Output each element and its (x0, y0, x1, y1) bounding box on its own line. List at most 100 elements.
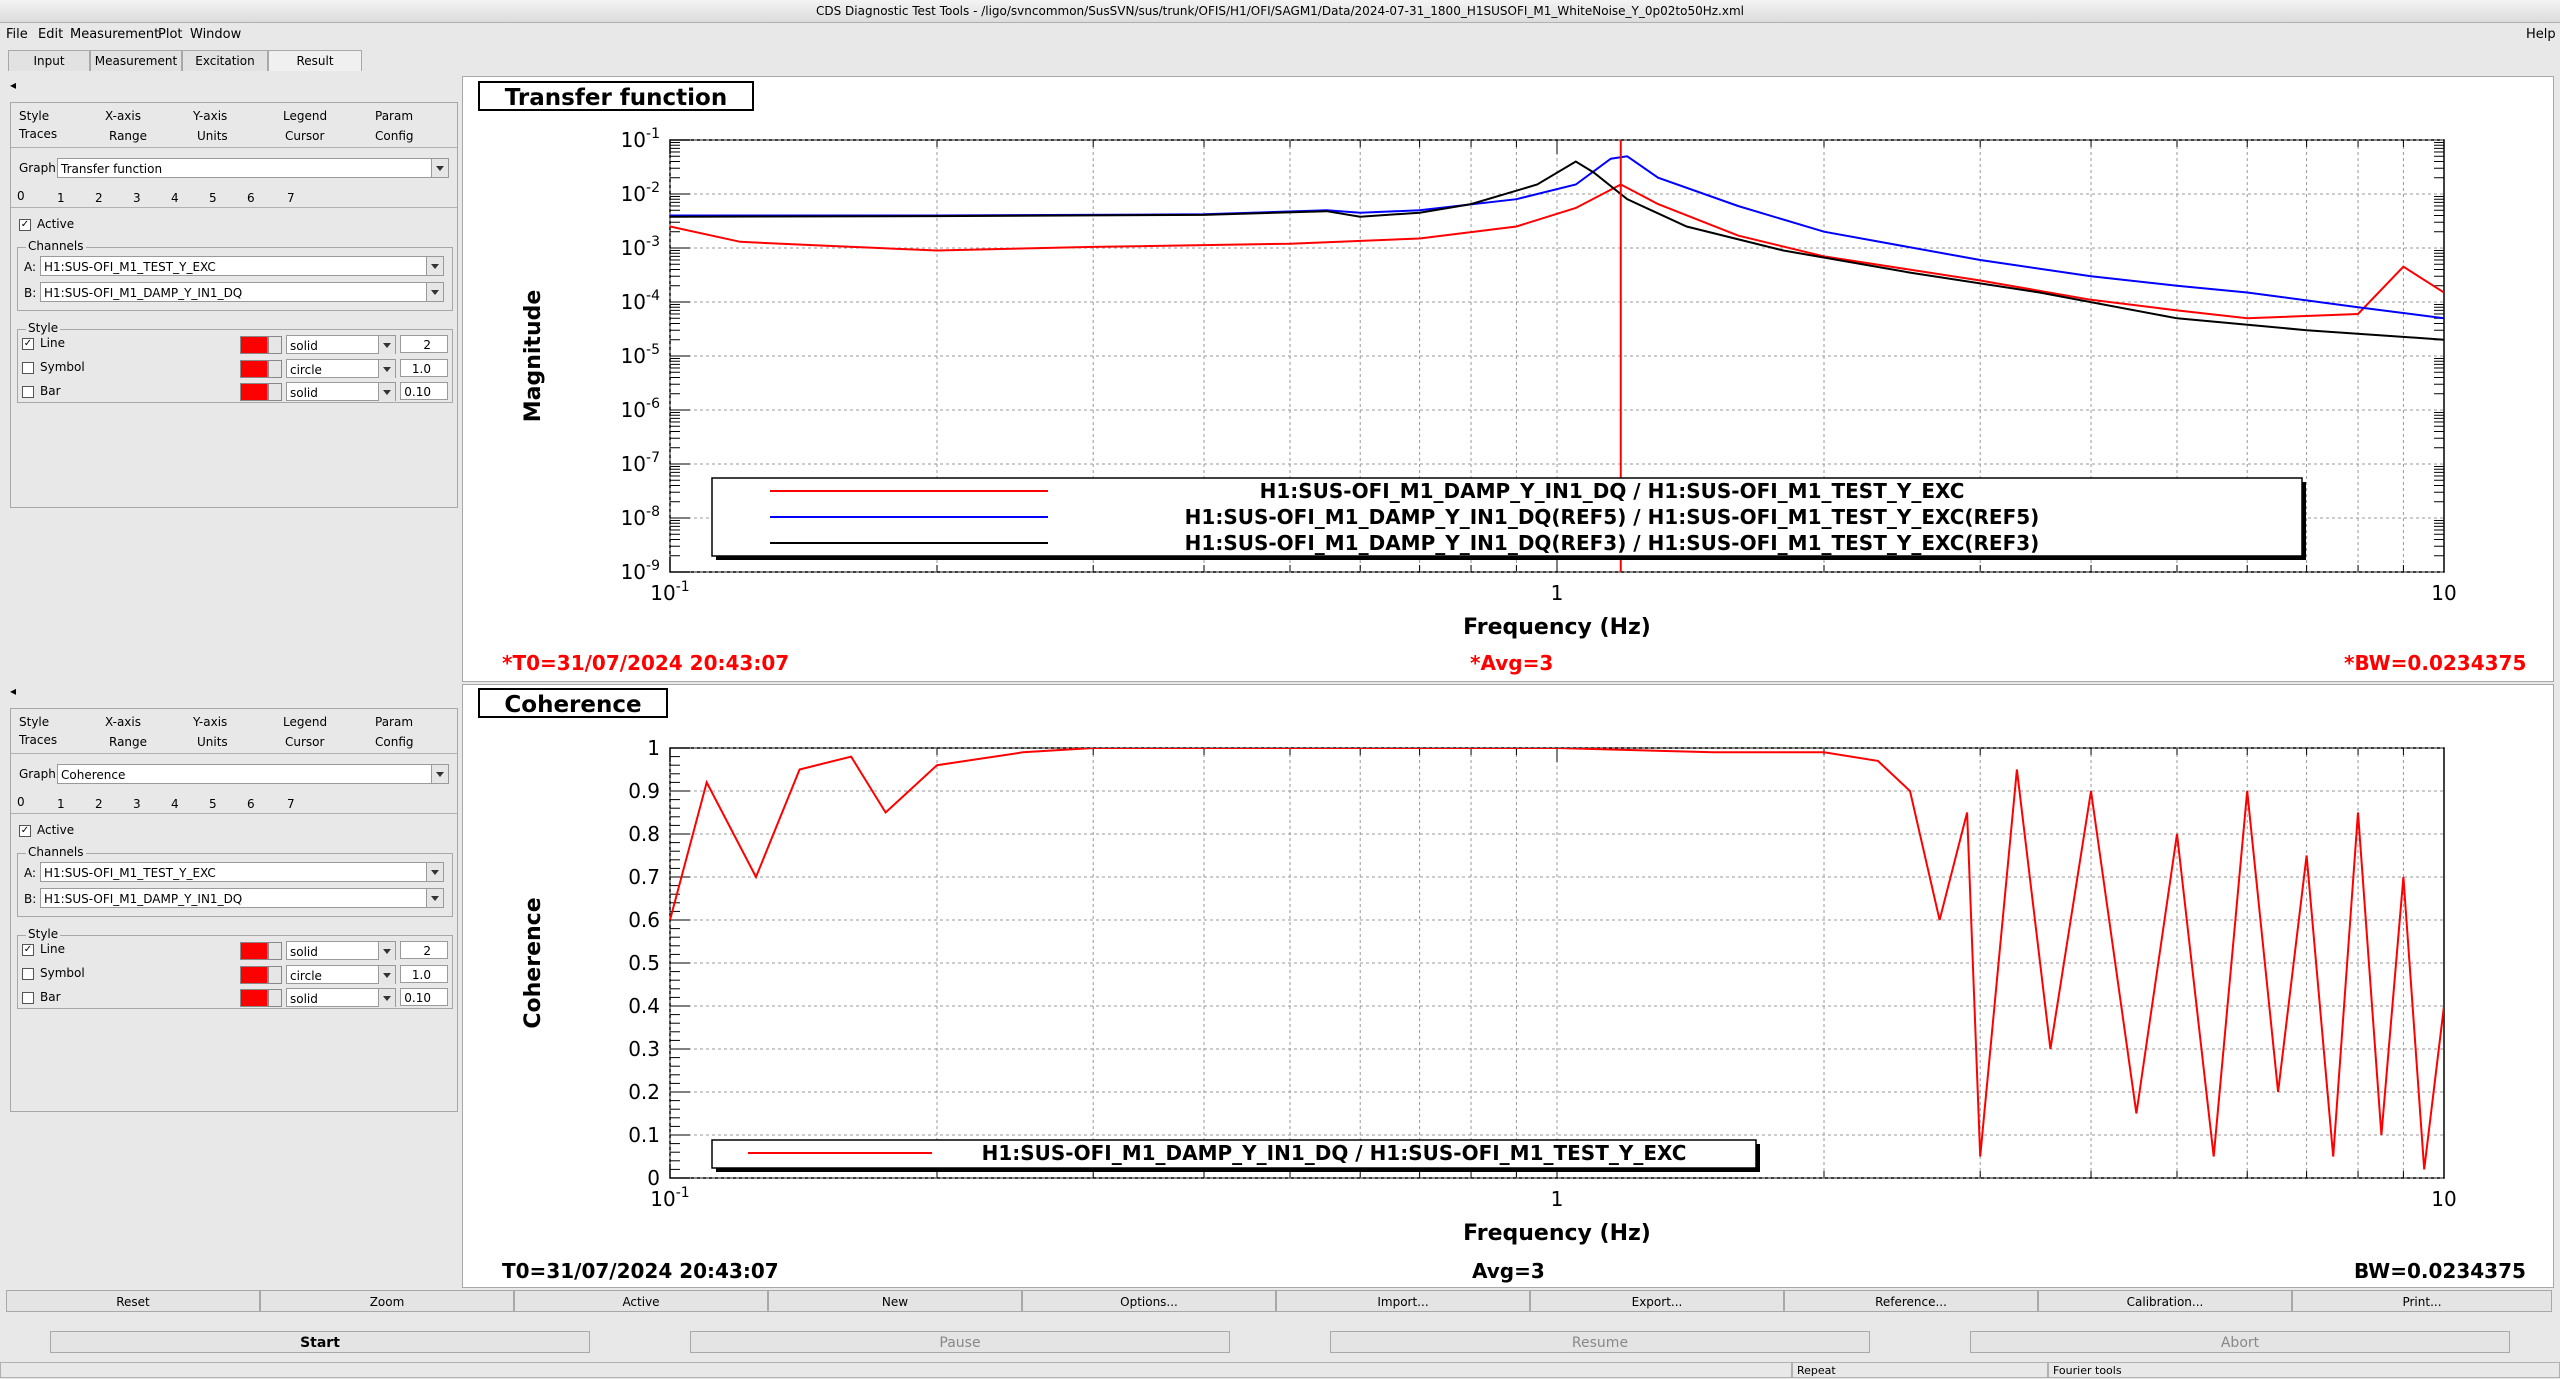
resume-button[interactable]: Resume (1330, 1331, 1870, 1353)
chevron-down-icon[interactable] (268, 989, 282, 1007)
opt-tab-param[interactable]: Param (375, 715, 414, 729)
chevron-down-icon[interactable] (268, 942, 282, 960)
opt-tab-units[interactable]: Units (197, 129, 228, 143)
menu-plot[interactable]: Plot (158, 27, 183, 42)
line-style-select[interactable]: solid (286, 335, 396, 354)
tab-input[interactable]: Input (8, 50, 90, 71)
trace-tab-7[interactable]: 7 (287, 797, 295, 811)
options-button[interactable]: Options... (1022, 1290, 1276, 1312)
opt-tab-traces[interactable]: Traces (19, 127, 58, 141)
menu-help[interactable]: Help (2526, 27, 2556, 42)
opt-tab-x-axis[interactable]: X-axis (105, 109, 141, 123)
chevron-down-icon[interactable] (268, 336, 282, 354)
graph-select[interactable]: Coherence (57, 764, 449, 784)
opt-tab-legend[interactable]: Legend (283, 109, 328, 123)
trace-tab-7[interactable]: 7 (287, 191, 295, 205)
chevron-down-icon[interactable] (268, 966, 282, 984)
trace-tab-2[interactable]: 2 (95, 797, 103, 811)
chevron-down-icon[interactable] (268, 383, 282, 401)
tab-excitation[interactable]: Excitation (182, 50, 268, 71)
active-checkbox[interactable]: ✓ (19, 219, 31, 231)
bar-color-swatch[interactable] (240, 989, 268, 1007)
line-color-swatch[interactable] (240, 336, 268, 354)
trace-tab-4[interactable]: 4 (171, 191, 179, 205)
opt-tab-legend[interactable]: Legend (283, 715, 328, 729)
chevron-down-icon[interactable] (268, 360, 282, 378)
bar-checkbox[interactable] (22, 386, 34, 398)
line-color-swatch[interactable] (240, 942, 268, 960)
bar-style-select[interactable]: solid (286, 988, 396, 1007)
symbol-style-select[interactable]: circle (286, 965, 396, 984)
trace-tab-6[interactable]: 6 (247, 797, 255, 811)
tab-result[interactable]: Result (268, 50, 362, 71)
opt-tab-range[interactable]: Range (109, 735, 148, 749)
calibration-button[interactable]: Calibration... (2038, 1290, 2292, 1312)
import-button[interactable]: Import... (1276, 1290, 1530, 1312)
symbol-checkbox[interactable] (22, 362, 34, 374)
symbol-size-spinner[interactable]: 1.0 (400, 965, 448, 983)
line-width-spinner[interactable]: 2 (400, 335, 448, 353)
opt-tab-config[interactable]: Config (375, 129, 414, 143)
start-button[interactable]: Start (50, 1331, 590, 1353)
channel-a-select[interactable]: H1:SUS-OFI_M1_TEST_Y_EXC (40, 256, 444, 276)
export-button[interactable]: Export... (1530, 1290, 1784, 1312)
opt-tab-style[interactable]: Style (19, 109, 50, 123)
symbol-style-select[interactable]: circle (286, 359, 396, 378)
bar-color-swatch[interactable] (240, 383, 268, 401)
opt-tab-cursor[interactable]: Cursor (285, 129, 325, 143)
pause-button[interactable]: Pause (690, 1331, 1230, 1353)
menu-measurement[interactable]: Measurement (70, 27, 160, 42)
active-checkbox[interactable]: ✓ (19, 825, 31, 837)
opt-tab-config[interactable]: Config (375, 735, 414, 749)
trace-tab-2[interactable]: 2 (95, 191, 103, 205)
opt-tab-range[interactable]: Range (109, 129, 148, 143)
menu-edit[interactable]: Edit (38, 27, 64, 42)
collapse-arrow-icon[interactable]: ◂ (10, 78, 17, 92)
trace-tab-3[interactable]: 3 (133, 191, 141, 205)
bar-checkbox[interactable] (22, 992, 34, 1004)
bar-width-spinner[interactable]: 0.10 (400, 988, 448, 1006)
line-width-spinner[interactable]: 2 (400, 941, 448, 959)
menu-window[interactable]: Window (190, 27, 242, 42)
reset-button[interactable]: Reset (6, 1290, 260, 1312)
abort-button[interactable]: Abort (1970, 1331, 2510, 1353)
opt-tab-style[interactable]: Style (19, 715, 50, 729)
symbol-checkbox[interactable] (22, 968, 34, 980)
collapse-arrow-icon[interactable]: ◂ (10, 684, 17, 698)
print-button[interactable]: Print... (2292, 1290, 2552, 1312)
graph-select[interactable]: Transfer function (57, 158, 449, 178)
channel-a-select[interactable]: H1:SUS-OFI_M1_TEST_Y_EXC (40, 862, 444, 882)
opt-tab-param[interactable]: Param (375, 109, 414, 123)
channel-b-select[interactable]: H1:SUS-OFI_M1_DAMP_Y_IN1_DQ (40, 282, 444, 302)
symbol-size-spinner[interactable]: 1.0 (400, 359, 448, 377)
opt-tab-y-axis[interactable]: Y-axis (193, 109, 228, 123)
reference-button[interactable]: Reference... (1784, 1290, 2038, 1312)
symbol-color-swatch[interactable] (240, 360, 268, 378)
opt-tab-y-axis[interactable]: Y-axis (193, 715, 228, 729)
menu-file[interactable]: File (6, 27, 28, 42)
opt-tab-x-axis[interactable]: X-axis (105, 715, 141, 729)
opt-tab-traces[interactable]: Traces (19, 733, 58, 747)
trace-tab-3[interactable]: 3 (133, 797, 141, 811)
line-style-select[interactable]: solid (286, 941, 396, 960)
bar-style-select[interactable]: solid (286, 382, 396, 401)
zoom-button[interactable]: Zoom (260, 1290, 514, 1312)
line-checkbox[interactable]: ✓ (22, 338, 34, 350)
symbol-color-swatch[interactable] (240, 966, 268, 984)
trace-tab-1[interactable]: 1 (57, 191, 65, 205)
trace-tab-1[interactable]: 1 (57, 797, 65, 811)
trace-tab-4[interactable]: 4 (171, 797, 179, 811)
new-button[interactable]: New (768, 1290, 1022, 1312)
line-checkbox[interactable]: ✓ (22, 944, 34, 956)
opt-tab-units[interactable]: Units (197, 735, 228, 749)
trace-tab-0[interactable]: 0 (17, 795, 25, 809)
trace-tab-6[interactable]: 6 (247, 191, 255, 205)
bar-width-spinner[interactable]: 0.10 (400, 382, 448, 400)
active-button[interactable]: Active (514, 1290, 768, 1312)
channel-b-select[interactable]: H1:SUS-OFI_M1_DAMP_Y_IN1_DQ (40, 888, 444, 908)
trace-tab-5[interactable]: 5 (209, 191, 217, 205)
opt-tab-cursor[interactable]: Cursor (285, 735, 325, 749)
trace-tab-0[interactable]: 0 (17, 189, 25, 203)
trace-tab-5[interactable]: 5 (209, 797, 217, 811)
tab-measurement[interactable]: Measurement (90, 50, 182, 71)
